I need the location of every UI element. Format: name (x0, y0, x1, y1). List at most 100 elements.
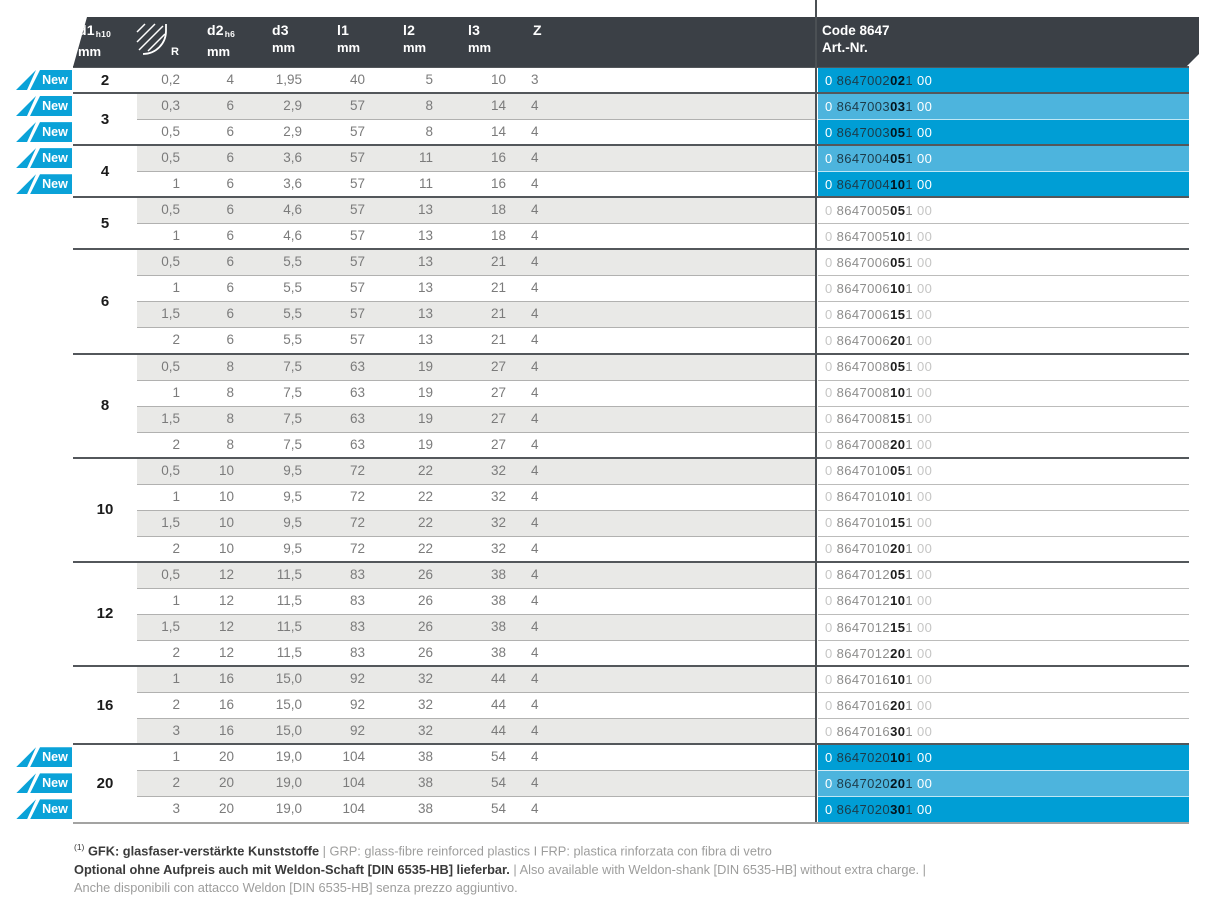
row-stripe (137, 457, 816, 484)
cell-d3: 3,6 (283, 176, 302, 192)
cell-z: 4 (531, 618, 539, 634)
row-stripe (137, 93, 816, 120)
cell-d2: 20 (218, 749, 234, 765)
cell-d2: 12 (218, 618, 234, 634)
cell-l1: 92 (349, 723, 365, 739)
code-column-header: Code 8647 Art.-Nr. (822, 22, 890, 56)
cell-l3: 38 (490, 618, 506, 634)
cell-l1: 57 (349, 98, 365, 114)
new-badge-label: New (30, 96, 72, 117)
row-separator (137, 379, 816, 381)
cell-l3: 27 (490, 410, 506, 426)
cell-z: 4 (531, 384, 539, 400)
cell-l1: 72 (349, 488, 365, 504)
row-separator (137, 301, 816, 303)
cell-d3: 1,95 (275, 72, 302, 87)
article-number: 0 8647016 20 1 00 (818, 692, 1189, 718)
cell-l1: 57 (349, 176, 365, 192)
table-row: 6 0,5 6 5,5 57 13 21 4 0 8647006 05 1 00 (73, 248, 1189, 310)
article-number: 0 8647006 10 1 00 (818, 275, 1189, 301)
cell-z: 4 (531, 332, 539, 348)
cell-l3: 14 (490, 98, 506, 114)
article-number: 0 8647005 10 1 00 (818, 223, 1189, 249)
cell-d3: 2,9 (283, 124, 302, 140)
article-number: 0 8647012 20 1 00 (818, 640, 1189, 666)
cell-l3: 32 (490, 514, 506, 530)
row-stripe (137, 145, 816, 172)
cell-l3: 14 (490, 124, 506, 140)
r-column-label: R (171, 46, 179, 58)
cell-d3: 9,5 (283, 462, 302, 478)
cell-l3: 27 (490, 358, 506, 374)
table-row: 10 0,5 10 9,5 72 22 32 4 0 8647010 05 1 00 (73, 456, 1189, 518)
row-stripe (137, 405, 816, 432)
new-badge: New (16, 773, 72, 794)
cell-d3: 19,0 (275, 801, 302, 817)
cell-radius: 1 (172, 384, 180, 400)
article-number-label: Art.-Nr. (822, 40, 868, 55)
d1-group-label: 12 (96, 605, 114, 623)
column-header-z: Z (533, 22, 542, 38)
new-badge: New (16, 96, 72, 117)
cell-l1: 72 (349, 540, 365, 556)
cell-l2: 13 (417, 228, 433, 244)
cell-l3: 16 (490, 150, 506, 166)
cell-d3: 7,5 (283, 410, 302, 426)
row-separator (137, 431, 816, 433)
cell-d3: 19,0 (275, 749, 302, 765)
cell-radius: 0,5 (161, 202, 180, 218)
cell-d3: 3,6 (283, 150, 302, 166)
footnote-gfk-translations: | GRP: glass-fibre reinforced plastics I… (319, 843, 772, 859)
cell-l2: 13 (417, 306, 433, 322)
cell-l1: 57 (349, 150, 365, 166)
cell-l3: 44 (490, 697, 506, 713)
cell-l1: 63 (349, 410, 365, 426)
cell-z: 3 (531, 72, 539, 87)
table-row: 4 0,5 6 3,6 57 11 16 4 0 8647004 05 1 00 (73, 144, 1189, 180)
row-stripe (137, 561, 816, 588)
article-number: 0 8647008 10 1 00 (818, 380, 1189, 406)
cell-l3: 54 (490, 801, 506, 817)
cell-z: 4 (531, 436, 539, 452)
article-number: 0 8647010 15 1 00 (818, 510, 1189, 536)
cell-l1: 57 (349, 306, 365, 322)
cell-d2: 8 (226, 436, 234, 452)
row-stripe (137, 301, 816, 328)
cell-l3: 44 (490, 671, 506, 687)
row-separator (137, 171, 816, 173)
cell-radius: 1,5 (161, 618, 180, 634)
cell-l1: 63 (349, 358, 365, 374)
cell-l3: 21 (490, 332, 506, 348)
cell-d3: 5,5 (283, 280, 302, 296)
cell-l3: 27 (490, 384, 506, 400)
row-separator (137, 327, 816, 329)
cell-l2: 26 (417, 592, 433, 608)
cell-l3: 21 (490, 306, 506, 322)
cell-radius: 1 (172, 176, 180, 192)
code-column-divider-line (815, 0, 817, 822)
table-row: 2 8 7,5 63 19 27 4 0 8647008 20 1 00 (73, 431, 1189, 458)
table-row: 5 0,5 6 4,6 57 13 18 4 0 8647005 05 1 00 (73, 196, 1189, 232)
article-number: 0 8647020 30 1 00 (818, 796, 1189, 823)
cell-l1: 83 (349, 618, 365, 634)
cell-d2: 10 (218, 540, 234, 556)
cell-l1: 83 (349, 592, 365, 608)
cell-d2: 16 (218, 697, 234, 713)
table-row: 0,5 6 2,9 57 8 14 4 0 8647003 05 1 00 (73, 119, 1189, 146)
new-badge: New (16, 747, 72, 768)
table-row: 2 10 9,5 72 22 32 4 0 8647010 20 1 00 (73, 535, 1189, 562)
cell-l3: 16 (490, 176, 506, 192)
cell-radius: 3 (172, 723, 180, 739)
table-row: 1 10 9,5 72 22 32 4 0 8647010 10 1 00 (73, 483, 1189, 510)
cell-l1: 104 (342, 749, 365, 765)
cell-z: 4 (531, 723, 539, 739)
cell-radius: 1 (172, 488, 180, 504)
footnote-weldon-english: | Also available with Weldon-shank [DIN … (509, 862, 926, 877)
cell-l3: 32 (490, 488, 506, 504)
cell-l2: 32 (417, 671, 433, 687)
table-row: 16 1 16 15,0 92 32 44 4 0 8647016 10 1 00 (73, 665, 1189, 714)
table-row: 1,5 8 7,5 63 19 27 4 0 8647008 15 1 00 (73, 405, 1189, 432)
article-number: 0 8647004 05 1 00 (818, 145, 1189, 172)
cell-l2: 26 (417, 618, 433, 634)
cell-z: 4 (531, 749, 539, 765)
